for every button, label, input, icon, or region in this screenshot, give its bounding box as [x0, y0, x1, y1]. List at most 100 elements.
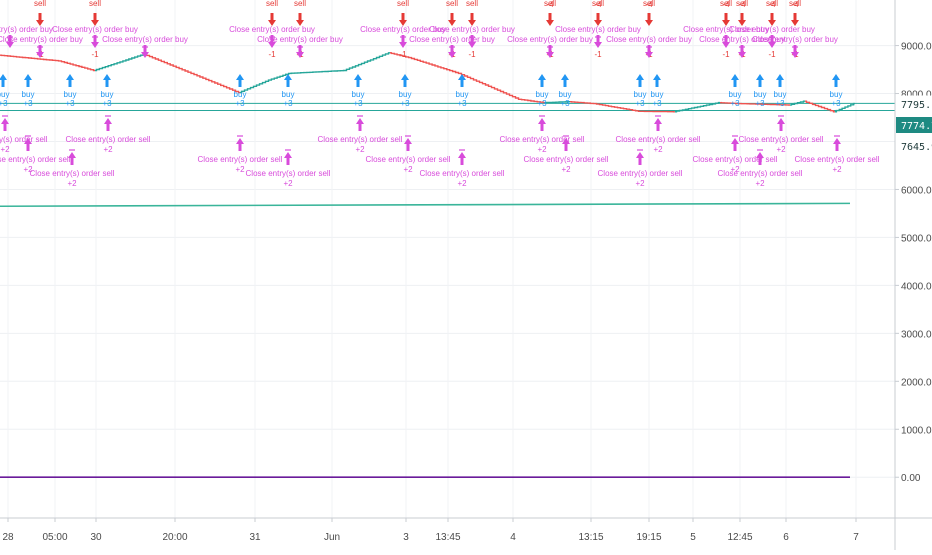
close-buy-label: Close entry(s) order buy	[229, 25, 315, 34]
close-sell-arrow-icon	[654, 118, 662, 131]
buy-label: buy	[282, 90, 295, 99]
close-buy-label: Close entry(s) order buy	[409, 35, 495, 44]
sell-top-number: -4	[738, 0, 746, 9]
buy-qty: +3	[457, 99, 467, 108]
close-sell-arrow-icon	[636, 152, 644, 165]
sell-top-number: -4	[594, 0, 602, 9]
sell-qty: -1	[268, 50, 276, 59]
buy-marker: buy+3	[830, 74, 843, 108]
price-tag-label: 7795.14	[901, 100, 932, 111]
close-sell-qty: +2	[235, 165, 245, 174]
close-sell-label: Close entry(s) order sell	[0, 155, 71, 164]
close-sell-arrow-icon	[538, 118, 546, 131]
buy-qty: +3	[831, 99, 841, 108]
sell-qty: -1	[468, 50, 476, 59]
buy-label: buy	[0, 90, 9, 99]
sell-label: sell	[397, 0, 409, 8]
x-axis-tick-label: 5	[690, 532, 696, 543]
y-axis-tick-label: 3000.00	[901, 329, 932, 340]
sell-top-number: -4	[645, 0, 653, 9]
buy-arrow-icon	[561, 74, 569, 87]
buy-label: buy	[352, 90, 365, 99]
close-buy-label: Close entry(s) order buy	[429, 25, 515, 34]
close-buy-label: Close entry(s) order buy	[102, 35, 188, 44]
sell-qty: -1	[594, 50, 602, 59]
close-buy-label: Close entry(s) order buy	[555, 25, 641, 34]
x-axis-tick-label: 13:15	[578, 532, 603, 543]
close-sell-marker: Close entry(s) order sell+2	[598, 150, 683, 188]
close-sell-marker: Close entry(s) order sell+2	[739, 116, 824, 154]
close-sell-qty: +2	[776, 145, 786, 154]
main-series-segment	[345, 53, 390, 71]
sell-label: sell	[266, 0, 278, 8]
buy-qty: +3	[65, 99, 75, 108]
x-axis-tick-label: 3	[403, 532, 409, 543]
buy-marker: buy+3	[456, 74, 469, 108]
close-sell-qty: +2	[103, 145, 113, 154]
x-axis-tick-label: 13:45	[435, 532, 460, 543]
price-tag: 7795.14	[896, 96, 932, 112]
sell-top-number: -4	[546, 0, 554, 9]
price-tag: 7645.99	[896, 138, 932, 154]
sell-qty: -1	[399, 50, 407, 59]
buy-label: buy	[22, 90, 35, 99]
close-buy-label: Close entry(s) order buy	[257, 35, 343, 44]
buy-qty: +3	[400, 99, 410, 108]
buy-arrow-icon	[354, 74, 362, 87]
buy-marker: buy+3	[536, 74, 549, 108]
y-axis-tick-label: 0.00	[901, 473, 921, 484]
close-sell-label: Close entry(s) order sell	[693, 155, 778, 164]
buy-marker: buy+3	[282, 74, 295, 108]
y-axis-tick-label: 5000.00	[901, 233, 932, 244]
close-sell-marker: Close entry(s) order sell+2	[0, 116, 48, 154]
buy-arrow-icon	[731, 74, 739, 87]
close-sell-qty: +2	[403, 165, 413, 174]
close-sell-arrow-icon	[777, 118, 785, 131]
main-series-segment	[290, 71, 345, 74]
close-sell-qty: +2	[561, 165, 571, 174]
sell-label: sell	[34, 0, 46, 8]
close-sell-qty: +2	[635, 179, 645, 188]
close-buy-marker: Close entry(s) order buy	[409, 35, 495, 58]
close-sell-arrow-icon	[236, 138, 244, 151]
x-axis-tick-label: 7	[853, 532, 859, 543]
buy-arrow-icon	[236, 74, 244, 87]
close-sell-arrow-icon	[356, 118, 364, 131]
main-series-segment	[410, 58, 460, 74]
buy-qty: +3	[775, 99, 785, 108]
close-sell-label: Close entry(s) order sell	[420, 169, 505, 178]
x-axis-tick-label: 19:15	[636, 532, 661, 543]
buy-label: buy	[754, 90, 767, 99]
close-buy-label: Close entry(s) order buy	[752, 35, 838, 44]
buy-label: buy	[64, 90, 77, 99]
buy-qty: +3	[560, 99, 570, 108]
buy-label: buy	[634, 90, 647, 99]
x-axis-tick-label: 28	[2, 532, 14, 543]
close-sell-label: Close entry(s) order sell	[616, 135, 701, 144]
close-sell-label: Close entry(s) order sell	[318, 135, 403, 144]
close-sell-qty: +2	[355, 145, 365, 154]
close-sell-marker: Close entry(s) order sell+2	[616, 116, 701, 154]
sell-top-number: -4	[791, 0, 799, 9]
close-sell-label: Close entry(s) order sell	[795, 155, 880, 164]
buy-label: buy	[399, 90, 412, 99]
buy-qty: +3	[755, 99, 765, 108]
sell-top-number: -4	[722, 0, 730, 9]
close-sell-qty: +2	[283, 179, 293, 188]
buy-label: buy	[559, 90, 572, 99]
close-sell-label: Close entry(s) order sell	[524, 155, 609, 164]
buy-arrow-icon	[636, 74, 644, 87]
close-sell-label: Close entry(s) order sell	[246, 169, 331, 178]
buy-marker: buy+3	[651, 74, 664, 108]
buy-qty: +3	[235, 99, 245, 108]
close-sell-label: Close entry(s) order sell	[718, 169, 803, 178]
close-buy-marker: Close entry(s) order buy	[0, 35, 83, 58]
y-axis-tick-label: 9000.00	[901, 42, 932, 53]
buy-marker: buy+3	[559, 74, 572, 108]
sell-arrow-icon	[546, 13, 554, 26]
close-buy-label: Close entry(s) order buy	[0, 35, 83, 44]
buy-arrow-icon	[0, 74, 7, 87]
x-axis-tick-label: 4	[510, 532, 516, 543]
